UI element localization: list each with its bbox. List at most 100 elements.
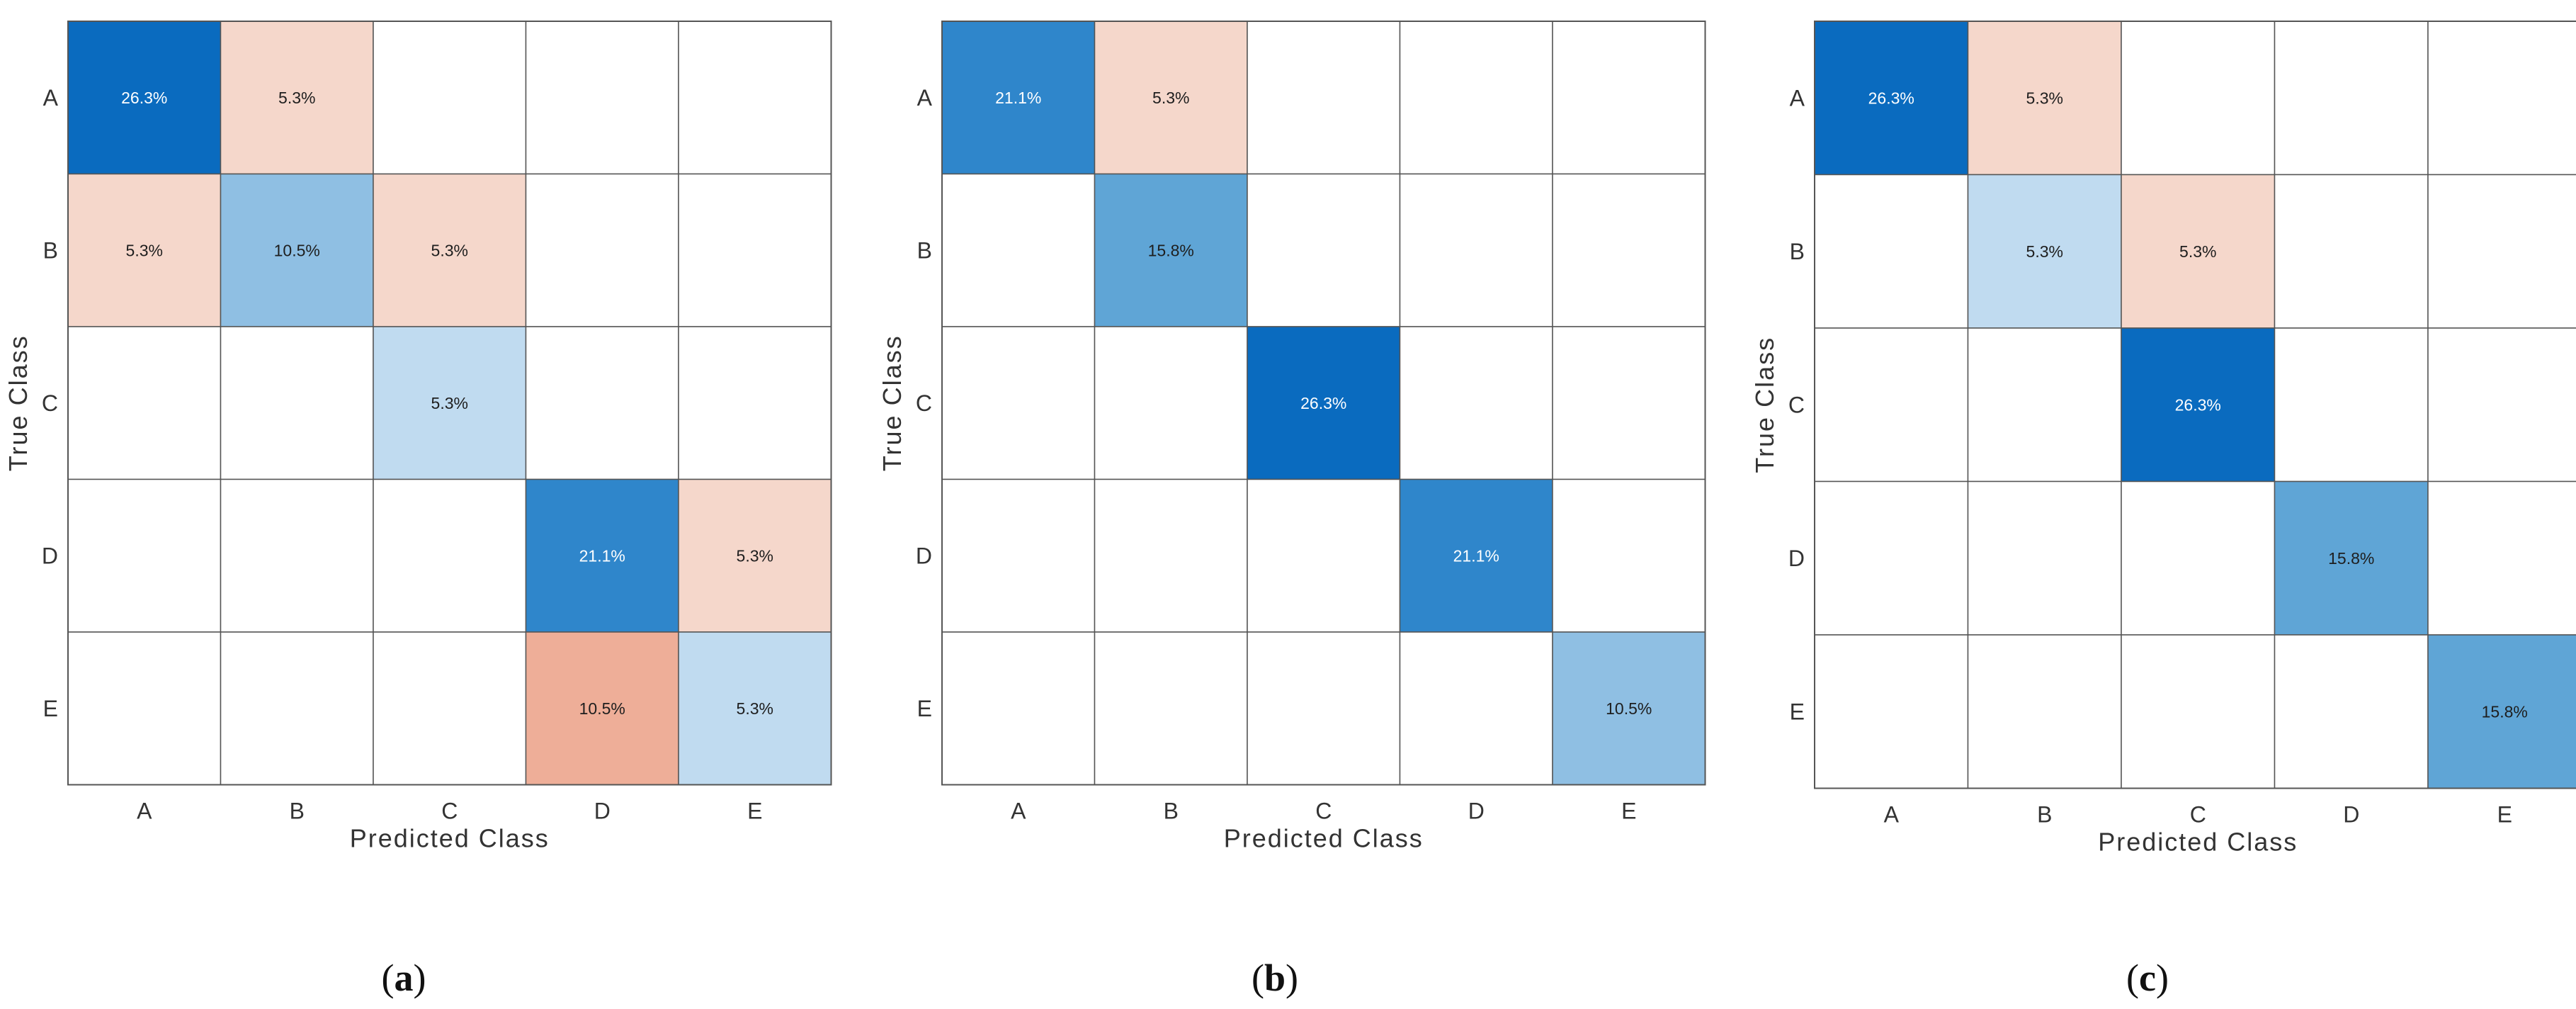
cell-value-label: 10.5% xyxy=(274,241,320,259)
y-tick-label: A xyxy=(43,85,59,111)
matrix-cell xyxy=(220,173,374,327)
cell-value-label: 5.3% xyxy=(431,394,468,412)
matrix-cell xyxy=(1814,174,1969,329)
x-tick-label: A xyxy=(1011,799,1026,824)
matrix-cell xyxy=(2121,480,2276,636)
matrix-cell xyxy=(1814,327,1969,483)
matrix-cell xyxy=(1399,326,1553,480)
y-tick-label: C xyxy=(42,390,58,416)
matrix-cell xyxy=(1247,631,1401,786)
matrix-cell xyxy=(1814,480,1969,636)
matrix-cell xyxy=(2121,21,2276,176)
cell-value-label: 26.3% xyxy=(1868,89,1914,107)
y-tick-label: E xyxy=(917,696,932,721)
matrix-cell xyxy=(678,173,832,327)
matrix-cell xyxy=(1814,21,1969,176)
x-tick-label: B xyxy=(1164,799,1179,824)
matrix-cell xyxy=(2121,174,2276,329)
cell-value-label: 15.8% xyxy=(2482,702,2528,721)
confusion-matrix-b: 21.1% 5.3% 15.8% 26.3% 21.1% 10.5% A B C D E A B C D E P… xyxy=(878,21,1706,999)
y-tick-label: C xyxy=(916,390,932,416)
matrix-cell xyxy=(941,478,1096,633)
matrix-cell xyxy=(525,173,679,327)
matrix-cell xyxy=(2427,174,2576,329)
cell-value-label: 15.8% xyxy=(1148,241,1194,259)
y-axis-title: True Class xyxy=(1750,337,1779,473)
x-tick-label: C xyxy=(2190,802,2206,828)
matrix-cell xyxy=(941,173,1096,327)
x-tick-label: E xyxy=(2497,802,2512,828)
matrix-cell xyxy=(1399,173,1553,327)
cell-value-label: 5.3% xyxy=(1152,89,1189,107)
matrix-cell xyxy=(2274,21,2429,176)
matrix-cell xyxy=(220,326,374,480)
matrix-cell xyxy=(525,478,679,633)
matrix-cell xyxy=(1247,478,1401,633)
x-axis-title: Predicted Class xyxy=(1224,824,1424,853)
y-tick-label: A xyxy=(1790,85,1805,111)
x-tick-label: D xyxy=(594,799,611,824)
matrix-cell xyxy=(1552,631,1706,786)
matrix-cell xyxy=(220,21,374,175)
matrix-cell xyxy=(1552,326,1706,480)
matrix-cell xyxy=(1094,21,1248,175)
y-tick-label: D xyxy=(1788,546,1805,571)
matrix-cell xyxy=(373,21,527,175)
y-tick-label: E xyxy=(1790,699,1805,724)
x-tick-label: E xyxy=(747,799,762,824)
y-tick-label: B xyxy=(43,237,58,263)
x-tick-label: D xyxy=(1468,799,1485,824)
cell-value-label: 26.3% xyxy=(2175,395,2221,414)
cell-value-label: 21.1% xyxy=(1453,546,1499,565)
x-tick-label: E xyxy=(1621,799,1636,824)
cell-value-label: 5.3% xyxy=(431,241,468,259)
y-tick-label: A xyxy=(917,85,933,111)
matrix-cell xyxy=(1399,631,1553,786)
x-axis-title: Predicted Class xyxy=(350,824,550,853)
cell-value-label: 5.3% xyxy=(278,89,315,107)
matrix-cell xyxy=(941,21,1096,175)
matrix-cell xyxy=(941,631,1096,786)
matrix-cell xyxy=(525,21,679,175)
x-tick-label: A xyxy=(137,799,152,824)
matrix-cell xyxy=(1967,327,2122,483)
panel-caption: (c) xyxy=(2126,957,2169,999)
matrix-cell xyxy=(1247,173,1401,327)
y-tick-label: B xyxy=(1790,239,1805,264)
matrix-cell xyxy=(2274,634,2429,789)
cell-value-label: 5.3% xyxy=(2026,89,2063,107)
matrix-cell xyxy=(1814,634,1969,789)
cell-value-label: 15.8% xyxy=(2328,549,2374,568)
matrix-cell xyxy=(678,631,832,786)
x-tick-label: A xyxy=(1884,802,1900,828)
matrix-cell xyxy=(678,21,832,175)
matrix-cell xyxy=(373,478,527,633)
y-tick-label: E xyxy=(43,696,58,721)
matrix-cell xyxy=(941,326,1096,480)
cell-value-label: 5.3% xyxy=(737,699,773,718)
matrix-cell xyxy=(2427,21,2576,176)
cell-value-label: 5.3% xyxy=(737,546,773,565)
matrix-cell xyxy=(373,173,527,327)
cell-value-label: 21.1% xyxy=(579,546,625,565)
matrix-cell xyxy=(1552,478,1706,633)
matrix-cell xyxy=(525,326,679,480)
matrix-cell xyxy=(2121,327,2276,483)
confusion-matrix-a: 26.3% 5.3% 5.3% 10.5% 5.3% 5.3% 21.1% 5.3% 10.5%… xyxy=(4,21,832,999)
confusion-matrix-c: 26.3% 5.3% 5.3% 5.3% 26.3% 15.8% 15.8% A B C D E A B C… xyxy=(1750,21,2576,999)
y-tick-label: D xyxy=(916,543,932,568)
matrix-cell xyxy=(678,478,832,633)
matrix-cell xyxy=(2274,480,2429,636)
matrix-cell xyxy=(678,326,832,480)
matrix-cell xyxy=(2427,634,2576,789)
y-tick-label: C xyxy=(1788,392,1805,417)
matrix-cell xyxy=(67,173,222,327)
matrix-cell xyxy=(1399,21,1553,175)
matrix-cell xyxy=(67,21,222,175)
x-tick-label: D xyxy=(2343,802,2359,828)
cell-value-label: 5.3% xyxy=(126,241,163,259)
panel-caption: (b) xyxy=(1252,957,1298,999)
matrix-cell xyxy=(1247,326,1401,480)
matrix-border xyxy=(941,21,1706,786)
